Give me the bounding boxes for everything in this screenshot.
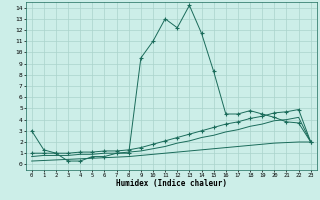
X-axis label: Humidex (Indice chaleur): Humidex (Indice chaleur)	[116, 179, 227, 188]
